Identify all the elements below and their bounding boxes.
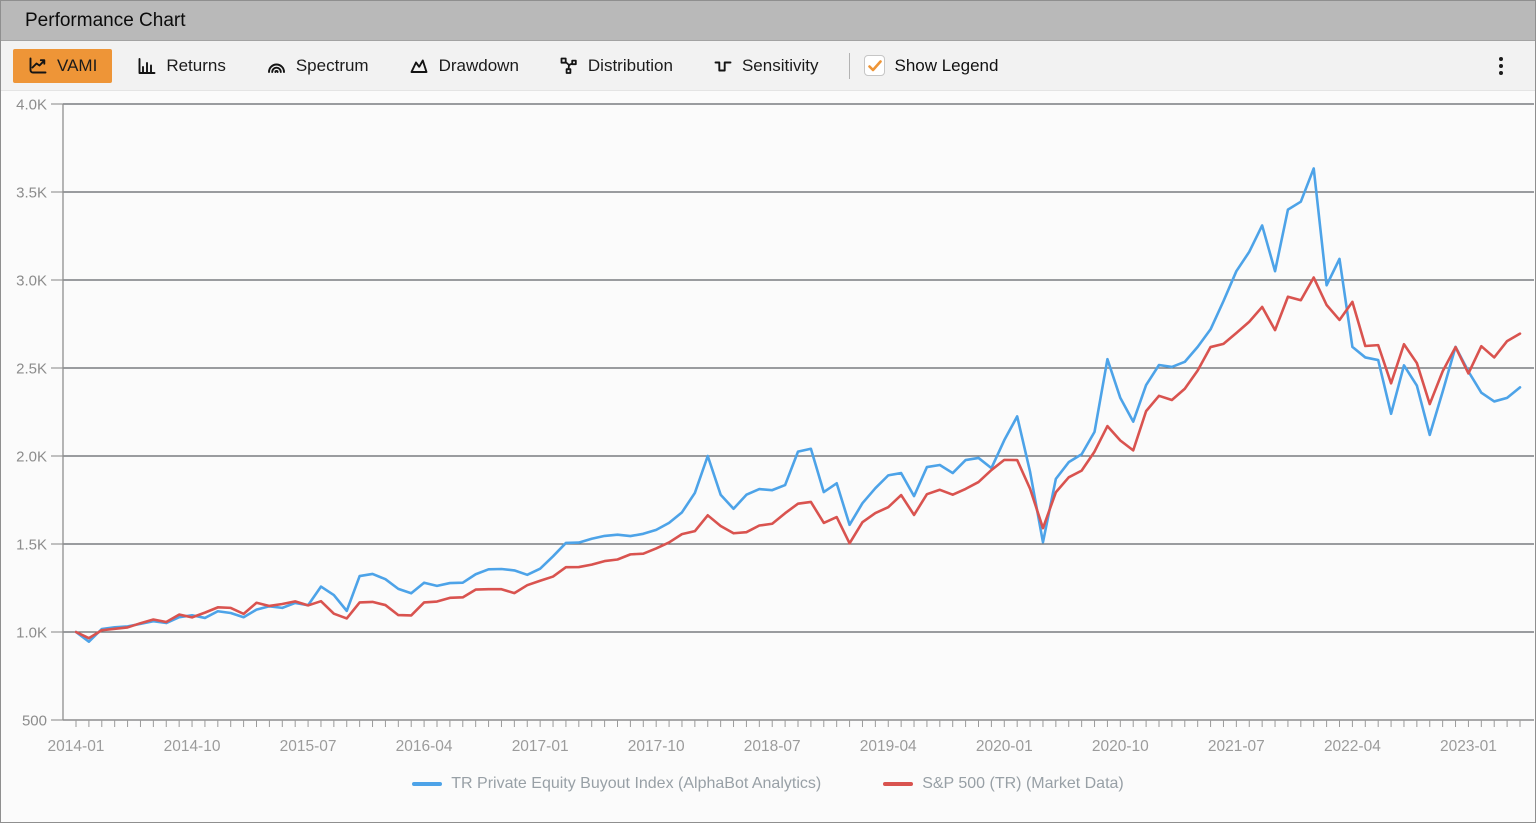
tab-returns[interactable]: Returns <box>122 49 241 83</box>
svg-text:3.5K: 3.5K <box>16 185 47 202</box>
svg-text:3.0K: 3.0K <box>16 273 47 290</box>
svg-text:500: 500 <box>22 713 47 730</box>
tab-label: Spectrum <box>295 55 369 75</box>
svg-text:1.0K: 1.0K <box>16 625 47 642</box>
chart-toolbar: VAMI Returns Spectrum <box>1 41 1535 91</box>
tab-label: Distribution <box>587 55 673 75</box>
tab-label: Returns <box>166 55 226 75</box>
tab-label: Drawdown <box>438 55 519 75</box>
legend-label: S&P 500 (TR) (Market Data) <box>922 775 1124 792</box>
svg-text:4.0K: 4.0K <box>16 97 47 114</box>
svg-text:2019-04: 2019-04 <box>860 738 917 755</box>
bar-chart-icon <box>137 56 157 76</box>
checkmark-icon <box>868 59 882 71</box>
svg-text:2017-10: 2017-10 <box>628 738 685 755</box>
tab-sensitivity[interactable]: Sensitivity <box>698 49 834 83</box>
svg-text:2014-01: 2014-01 <box>48 738 105 755</box>
square-wave-icon <box>713 56 733 76</box>
legend-item: S&P 500 (TR) (Market Data) <box>883 775 1124 793</box>
svg-text:2015-07: 2015-07 <box>280 738 337 755</box>
kebab-menu-icon[interactable] <box>1495 53 1507 79</box>
svg-text:2022-04: 2022-04 <box>1324 738 1381 755</box>
tab-distribution[interactable]: Distribution <box>544 49 688 83</box>
svg-text:2.0K: 2.0K <box>16 449 47 466</box>
svg-text:2020-10: 2020-10 <box>1092 738 1149 755</box>
toolbar-separator <box>849 52 851 79</box>
tab-label: VAMI <box>57 55 98 75</box>
area-chart-icon <box>409 56 430 76</box>
window-titlebar: Performance Chart <box>1 1 1535 41</box>
svg-text:2018-07: 2018-07 <box>744 738 801 755</box>
legend-line-series0 <box>412 782 443 786</box>
legend-line-series1 <box>883 782 914 786</box>
tab-label: Sensitivity <box>741 55 819 75</box>
tab-spectrum[interactable]: Spectrum <box>251 49 384 83</box>
svg-text:2020-01: 2020-01 <box>976 738 1033 755</box>
svg-text:2016-04: 2016-04 <box>396 738 453 755</box>
svg-text:2023-01: 2023-01 <box>1440 738 1497 755</box>
svg-text:2.5K: 2.5K <box>16 361 47 378</box>
line-chart-icon <box>28 56 48 76</box>
legend-item: TR Private Equity Buyout Index (AlphaBot… <box>412 775 821 793</box>
svg-text:2017-01: 2017-01 <box>512 738 569 755</box>
svg-text:2014-10: 2014-10 <box>164 738 221 755</box>
svg-text:2021-07: 2021-07 <box>1208 738 1265 755</box>
svg-text:1.5K: 1.5K <box>16 537 47 554</box>
legend-label: TR Private Equity Buyout Index (AlphaBot… <box>451 775 822 792</box>
tab-drawdown[interactable]: Drawdown <box>394 49 534 83</box>
chart-legend: TR Private Equity Buyout Index (AlphaBot… <box>1 775 1535 793</box>
tab-vami[interactable]: VAMI <box>13 48 113 83</box>
show-legend-label: Show Legend <box>894 55 999 75</box>
page-title: Performance Chart <box>25 9 186 31</box>
node-graph-icon <box>559 56 579 76</box>
spectrum-arcs-icon <box>266 56 287 76</box>
show-legend-checkbox[interactable] <box>864 55 886 76</box>
